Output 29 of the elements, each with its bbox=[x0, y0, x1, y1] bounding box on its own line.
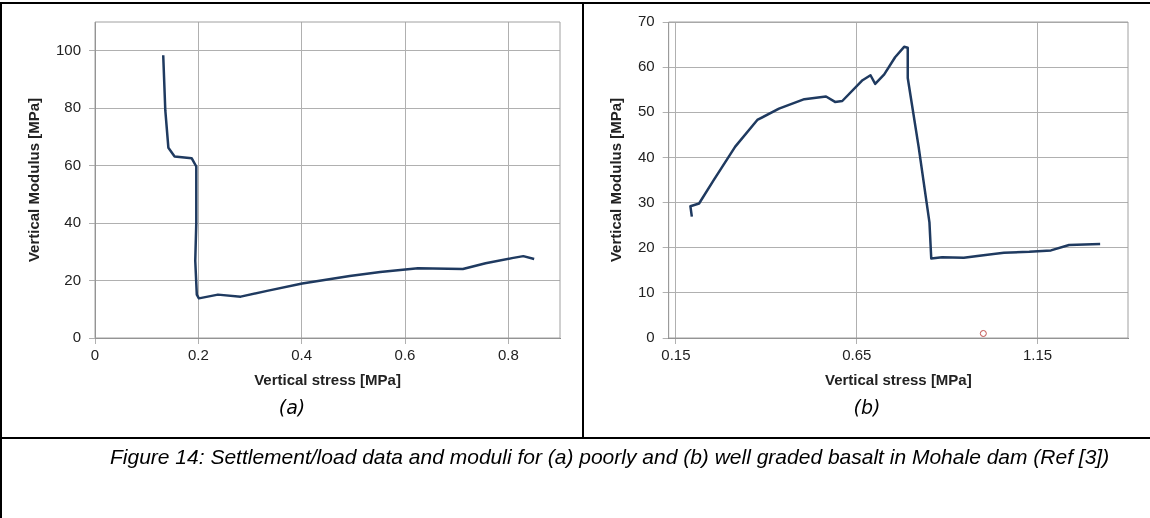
y-tick-label: 10 bbox=[638, 283, 655, 300]
text: (a) bbox=[277, 396, 307, 418]
y-tick-label: 0 bbox=[72, 328, 82, 346]
x-tick-label: 1.15 bbox=[1022, 346, 1053, 364]
x-tick-label: 0.8 bbox=[497, 346, 519, 364]
x-tick-label: 0.4 bbox=[291, 346, 313, 364]
x-axis-title: Vertical stress [MPa] bbox=[824, 371, 972, 389]
y-tick-label: 20 bbox=[64, 270, 82, 288]
y-tick-label: 60 bbox=[64, 155, 82, 173]
x-axis-title: Vertical stress [MPa] bbox=[254, 371, 401, 389]
y-axis-title: Vertical Modulus [MPa] bbox=[25, 97, 43, 263]
x-tick-label: 0.65 bbox=[842, 346, 872, 364]
y-tick-label: 80 bbox=[64, 98, 82, 116]
y-tick-label: 40 bbox=[64, 213, 82, 231]
caption: Figure 14: Settlement/load data and moduli for (a) poorly and (b) well graded basalt in Mohale dam (Ref [3]) bbox=[110, 445, 1110, 469]
y-tick-label: 40 bbox=[638, 147, 655, 165]
y-tick-label: 70 bbox=[638, 12, 655, 30]
y-axis-title: Vertical Modulus [MPa] bbox=[607, 97, 625, 263]
y-tick-label: 50 bbox=[638, 102, 655, 120]
y-tick-label: 0 bbox=[646, 328, 655, 346]
y-tick-label: 30 bbox=[638, 192, 655, 210]
x-tick-label: 0 bbox=[90, 346, 100, 364]
x-tick-label: 0.6 bbox=[394, 346, 416, 364]
x-tick-label: 0.2 bbox=[187, 346, 209, 364]
x-tick-label: 0.15 bbox=[661, 346, 691, 364]
text: (b) bbox=[852, 396, 882, 418]
y-tick-label: 20 bbox=[638, 237, 655, 255]
y-tick-label: 60 bbox=[638, 57, 655, 75]
y-tick-label: 100 bbox=[56, 40, 82, 58]
